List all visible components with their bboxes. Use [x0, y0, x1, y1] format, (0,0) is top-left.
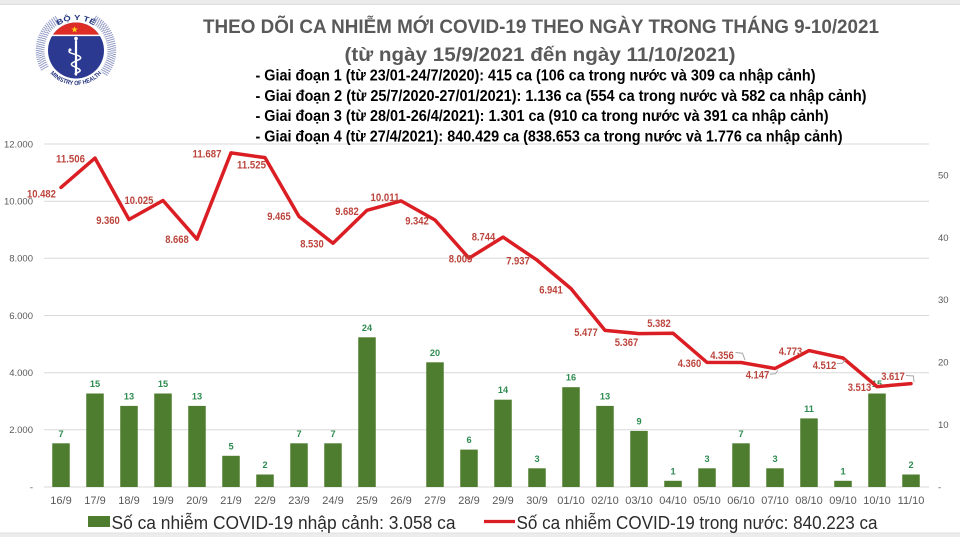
svg-text:5.367: 5.367	[615, 337, 639, 349]
svg-text:5.382: 5.382	[647, 318, 671, 330]
svg-text:3.513: 3.513	[848, 382, 872, 394]
svg-text:9.465: 9.465	[267, 211, 291, 223]
svg-text:10.025: 10.025	[125, 195, 154, 207]
svg-text:07/10: 07/10	[761, 495, 789, 507]
svg-text:15: 15	[158, 379, 168, 389]
svg-text:16/9: 16/9	[50, 495, 71, 507]
svg-text:10.000: 10.000	[4, 197, 33, 208]
svg-text:8.005: 8.005	[449, 253, 473, 265]
svg-text:11/10: 11/10	[898, 495, 925, 507]
svg-text:13: 13	[192, 391, 202, 401]
svg-text:7.937: 7.937	[506, 255, 530, 267]
svg-text:09/10: 09/10	[829, 495, 857, 507]
svg-text:Số ca nhiễm COVID-19 trong nướ: Số ca nhiễm COVID-19 trong nước: 840.223…	[517, 512, 879, 533]
svg-text:17/9: 17/9	[84, 495, 105, 507]
svg-text:- Giai đoạn 4 (từ 27/4/2021):: - Giai đoạn 4 (từ 27/4/2021): 840.429 ca…	[256, 129, 843, 146]
svg-text:20: 20	[938, 358, 949, 369]
svg-text:6: 6	[466, 435, 471, 445]
svg-text:1: 1	[840, 466, 845, 476]
svg-text:16: 16	[566, 373, 576, 383]
svg-text:04/10: 04/10	[659, 495, 687, 507]
svg-text:- Giai đoạn 3 (từ 28/01-26/4/2: - Giai đoạn 3 (từ 28/01-26/4/2021): 1.30…	[256, 108, 829, 125]
svg-text:13: 13	[124, 391, 134, 401]
svg-text:12.000: 12.000	[4, 139, 33, 150]
svg-text:50: 50	[938, 171, 949, 182]
svg-text:20: 20	[430, 348, 440, 358]
svg-text:3.617: 3.617	[881, 371, 905, 383]
svg-text:(từ ngày 15/9/2021 đến ngày 11: (từ ngày 15/9/2021 đến ngày 11/10/2021)	[345, 45, 736, 66]
svg-text:11.525: 11.525	[237, 159, 266, 171]
svg-text:7: 7	[58, 429, 63, 439]
svg-text:20/9: 20/9	[186, 495, 207, 507]
svg-text:3: 3	[534, 454, 539, 464]
svg-text:11: 11	[804, 404, 814, 414]
svg-text:4.360: 4.360	[678, 358, 702, 370]
svg-text:4.147: 4.147	[746, 369, 770, 381]
svg-text:THEO DÕI CA NHIỄM MỚI COVID-19: THEO DÕI CA NHIỄM MỚI COVID-19 THEO NGÀY…	[203, 16, 879, 38]
svg-text:8.668: 8.668	[165, 234, 189, 246]
svg-text:4.356: 4.356	[710, 350, 734, 362]
svg-text:24: 24	[362, 323, 373, 333]
svg-text:7: 7	[330, 429, 335, 439]
svg-text:40: 40	[938, 233, 949, 244]
svg-text:14: 14	[498, 385, 509, 395]
svg-text:06/10: 06/10	[727, 495, 755, 507]
svg-text:7: 7	[738, 429, 743, 439]
svg-text:01/10: 01/10	[557, 495, 585, 507]
svg-text:08/10: 08/10	[795, 495, 823, 507]
svg-text:29/9: 29/9	[492, 495, 513, 507]
svg-text:- Giai đoạn 2 (từ 25/7/2020-27: - Giai đoạn 2 (từ 25/7/2020-27/01/2021):…	[256, 88, 867, 105]
svg-text:3: 3	[772, 454, 777, 464]
svg-text:21/9: 21/9	[220, 495, 241, 507]
svg-text:1: 1	[670, 466, 675, 476]
svg-text:4.000: 4.000	[9, 368, 33, 379]
svg-text:8.744: 8.744	[472, 232, 496, 244]
svg-text:26/9: 26/9	[390, 495, 411, 507]
svg-text:11.506: 11.506	[56, 153, 85, 165]
svg-text:10.011: 10.011	[371, 192, 400, 204]
svg-text:9: 9	[636, 416, 641, 426]
svg-text:23/9: 23/9	[288, 495, 309, 507]
svg-text:-: -	[30, 482, 33, 493]
svg-text:25/9: 25/9	[356, 495, 377, 507]
svg-text:30: 30	[938, 295, 949, 306]
svg-text:03/10: 03/10	[625, 495, 653, 507]
svg-text:- Giai đoạn 1 (từ 23/01-24/7/2: - Giai đoạn 1 (từ 23/01-24/7/2020): 415 …	[256, 68, 816, 85]
svg-text:19/9: 19/9	[152, 495, 173, 507]
svg-text:4.773: 4.773	[779, 346, 803, 358]
svg-text:7: 7	[296, 429, 301, 439]
svg-text:30/9: 30/9	[526, 495, 547, 507]
svg-text:28/9: 28/9	[458, 495, 479, 507]
svg-text:2: 2	[908, 460, 913, 470]
svg-text:BỘ Y TẾ: BỘ Y TẾ	[55, 13, 98, 28]
svg-text:18/9: 18/9	[118, 495, 139, 507]
svg-text:9.360: 9.360	[96, 215, 120, 227]
svg-text:9.342: 9.342	[405, 215, 429, 227]
svg-text:4.512: 4.512	[813, 360, 837, 372]
svg-text:5: 5	[228, 441, 233, 451]
svg-text:8.530: 8.530	[300, 238, 324, 250]
svg-text:3: 3	[704, 454, 709, 464]
svg-text:8.000: 8.000	[9, 254, 33, 265]
svg-text:2.000: 2.000	[9, 425, 33, 436]
svg-text:22/9: 22/9	[254, 495, 275, 507]
svg-text:2: 2	[262, 460, 267, 470]
svg-text:05/10: 05/10	[693, 495, 721, 507]
svg-text:13: 13	[600, 391, 610, 401]
svg-text:6.941: 6.941	[539, 284, 563, 296]
svg-text:24/9: 24/9	[322, 495, 343, 507]
svg-text:15: 15	[872, 379, 882, 389]
svg-text:27/9: 27/9	[424, 495, 445, 507]
svg-text:9.682: 9.682	[335, 206, 359, 218]
svg-text:Số ca nhiễm COVID-19 nhập cảnh: Số ca nhiễm COVID-19 nhập cảnh: 3.058 ca	[112, 512, 457, 533]
svg-text:02/10: 02/10	[591, 495, 619, 507]
svg-text:10/10: 10/10	[863, 495, 891, 507]
svg-text:5.477: 5.477	[574, 327, 598, 339]
svg-text:10: 10	[938, 420, 949, 431]
svg-text:10.482: 10.482	[27, 189, 56, 201]
svg-text:-: -	[938, 482, 941, 493]
svg-text:15: 15	[90, 379, 100, 389]
svg-text:11.687: 11.687	[193, 148, 222, 160]
svg-text:6.000: 6.000	[9, 311, 33, 322]
